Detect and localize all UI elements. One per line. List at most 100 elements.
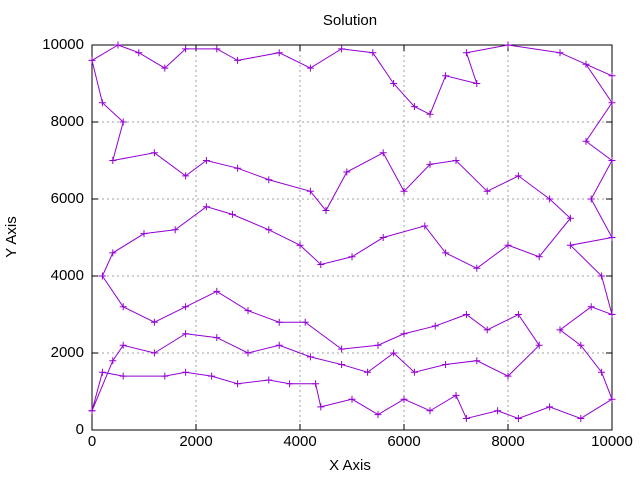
chart-title: Solution <box>323 12 377 29</box>
city-marker <box>150 318 158 326</box>
city-marker <box>452 391 460 399</box>
city-marker <box>296 241 304 249</box>
city-marker <box>608 72 616 80</box>
city-marker <box>535 253 543 261</box>
city-marker <box>504 241 512 249</box>
city-marker <box>98 368 106 376</box>
city-marker <box>275 318 283 326</box>
city-marker <box>98 272 106 280</box>
city-marker <box>566 241 574 249</box>
x-tick-label: 0 <box>88 433 96 450</box>
city-marker <box>473 80 481 87</box>
x-tick-label: 6000 <box>387 433 420 450</box>
city-marker <box>410 368 418 376</box>
city-marker <box>577 414 585 422</box>
city-marker <box>390 349 398 357</box>
city-marker <box>312 380 320 388</box>
y-tick-label: 8000 <box>51 113 84 130</box>
city-marker <box>546 195 554 203</box>
city-marker <box>587 303 595 311</box>
city-marker <box>546 403 554 411</box>
city-marker <box>400 187 408 195</box>
city-marker <box>608 311 616 318</box>
city-marker <box>473 264 481 272</box>
city-marker <box>119 303 127 311</box>
city-marker <box>213 334 221 342</box>
city-marker <box>119 341 127 349</box>
y-tick-label: 0 <box>76 421 84 438</box>
city-marker <box>535 341 543 349</box>
city-marker <box>317 260 325 268</box>
city-marker <box>566 214 574 222</box>
city-marker <box>400 330 408 338</box>
y-axis-label: Y Axis <box>3 216 20 257</box>
city-marker <box>462 49 470 57</box>
city-marker <box>88 56 96 64</box>
city-marker <box>135 49 143 57</box>
city-marker <box>379 149 387 157</box>
city-marker <box>234 56 242 64</box>
city-marker <box>182 172 190 180</box>
city-marker <box>228 210 236 218</box>
city-marker <box>400 395 408 403</box>
city-marker <box>577 341 585 349</box>
city-marker <box>343 168 351 176</box>
city-marker <box>514 172 522 180</box>
city-marker <box>582 137 590 145</box>
city-marker <box>275 341 283 349</box>
city-marker <box>348 395 356 403</box>
city-marker <box>208 372 216 380</box>
city-marker <box>374 411 382 419</box>
city-marker <box>114 41 122 49</box>
city-marker <box>379 234 387 241</box>
city-marker <box>140 230 148 238</box>
city-marker <box>442 361 450 369</box>
city-marker <box>426 110 434 118</box>
city-marker <box>306 64 314 72</box>
city-marker <box>182 45 190 53</box>
city-marker <box>473 357 481 365</box>
city-marker <box>348 253 356 261</box>
city-marker <box>301 318 309 326</box>
city-marker <box>608 234 616 241</box>
city-marker <box>182 368 190 376</box>
city-marker <box>608 157 616 164</box>
city-marker <box>421 222 429 230</box>
city-marker <box>364 368 372 376</box>
city-marker <box>150 149 158 157</box>
city-marker <box>390 80 398 87</box>
y-tick-label: 10000 <box>42 36 84 53</box>
city-marker <box>556 326 564 334</box>
city-marker <box>306 187 314 195</box>
city-marker <box>608 99 616 107</box>
city-marker <box>265 226 273 234</box>
city-marker <box>452 157 460 164</box>
y-tick-label: 4000 <box>51 267 84 284</box>
city-marker <box>426 407 434 415</box>
city-marker <box>369 49 377 57</box>
city-marker <box>462 414 470 422</box>
city-marker <box>202 157 210 164</box>
tour-line <box>91 44 613 420</box>
city-marker <box>109 249 117 257</box>
x-axis-label: X Axis <box>329 457 371 474</box>
city-marker <box>234 164 242 172</box>
city-marker <box>374 341 382 349</box>
city-marker <box>213 45 221 53</box>
city-marker <box>582 60 590 68</box>
city-marker <box>494 407 502 415</box>
city-marker <box>483 187 491 195</box>
city-marker <box>431 322 439 330</box>
x-tick-label: 2000 <box>179 433 212 450</box>
city-marker <box>598 368 606 376</box>
city-marker <box>608 395 616 403</box>
city-marker <box>462 311 470 318</box>
x-tick-label: 8000 <box>491 433 524 450</box>
city-marker <box>514 414 522 422</box>
city-marker <box>442 249 450 257</box>
y-tick-label: 6000 <box>51 190 84 207</box>
city-marker <box>426 160 434 168</box>
city-marker <box>483 326 491 334</box>
city-marker <box>442 72 450 80</box>
